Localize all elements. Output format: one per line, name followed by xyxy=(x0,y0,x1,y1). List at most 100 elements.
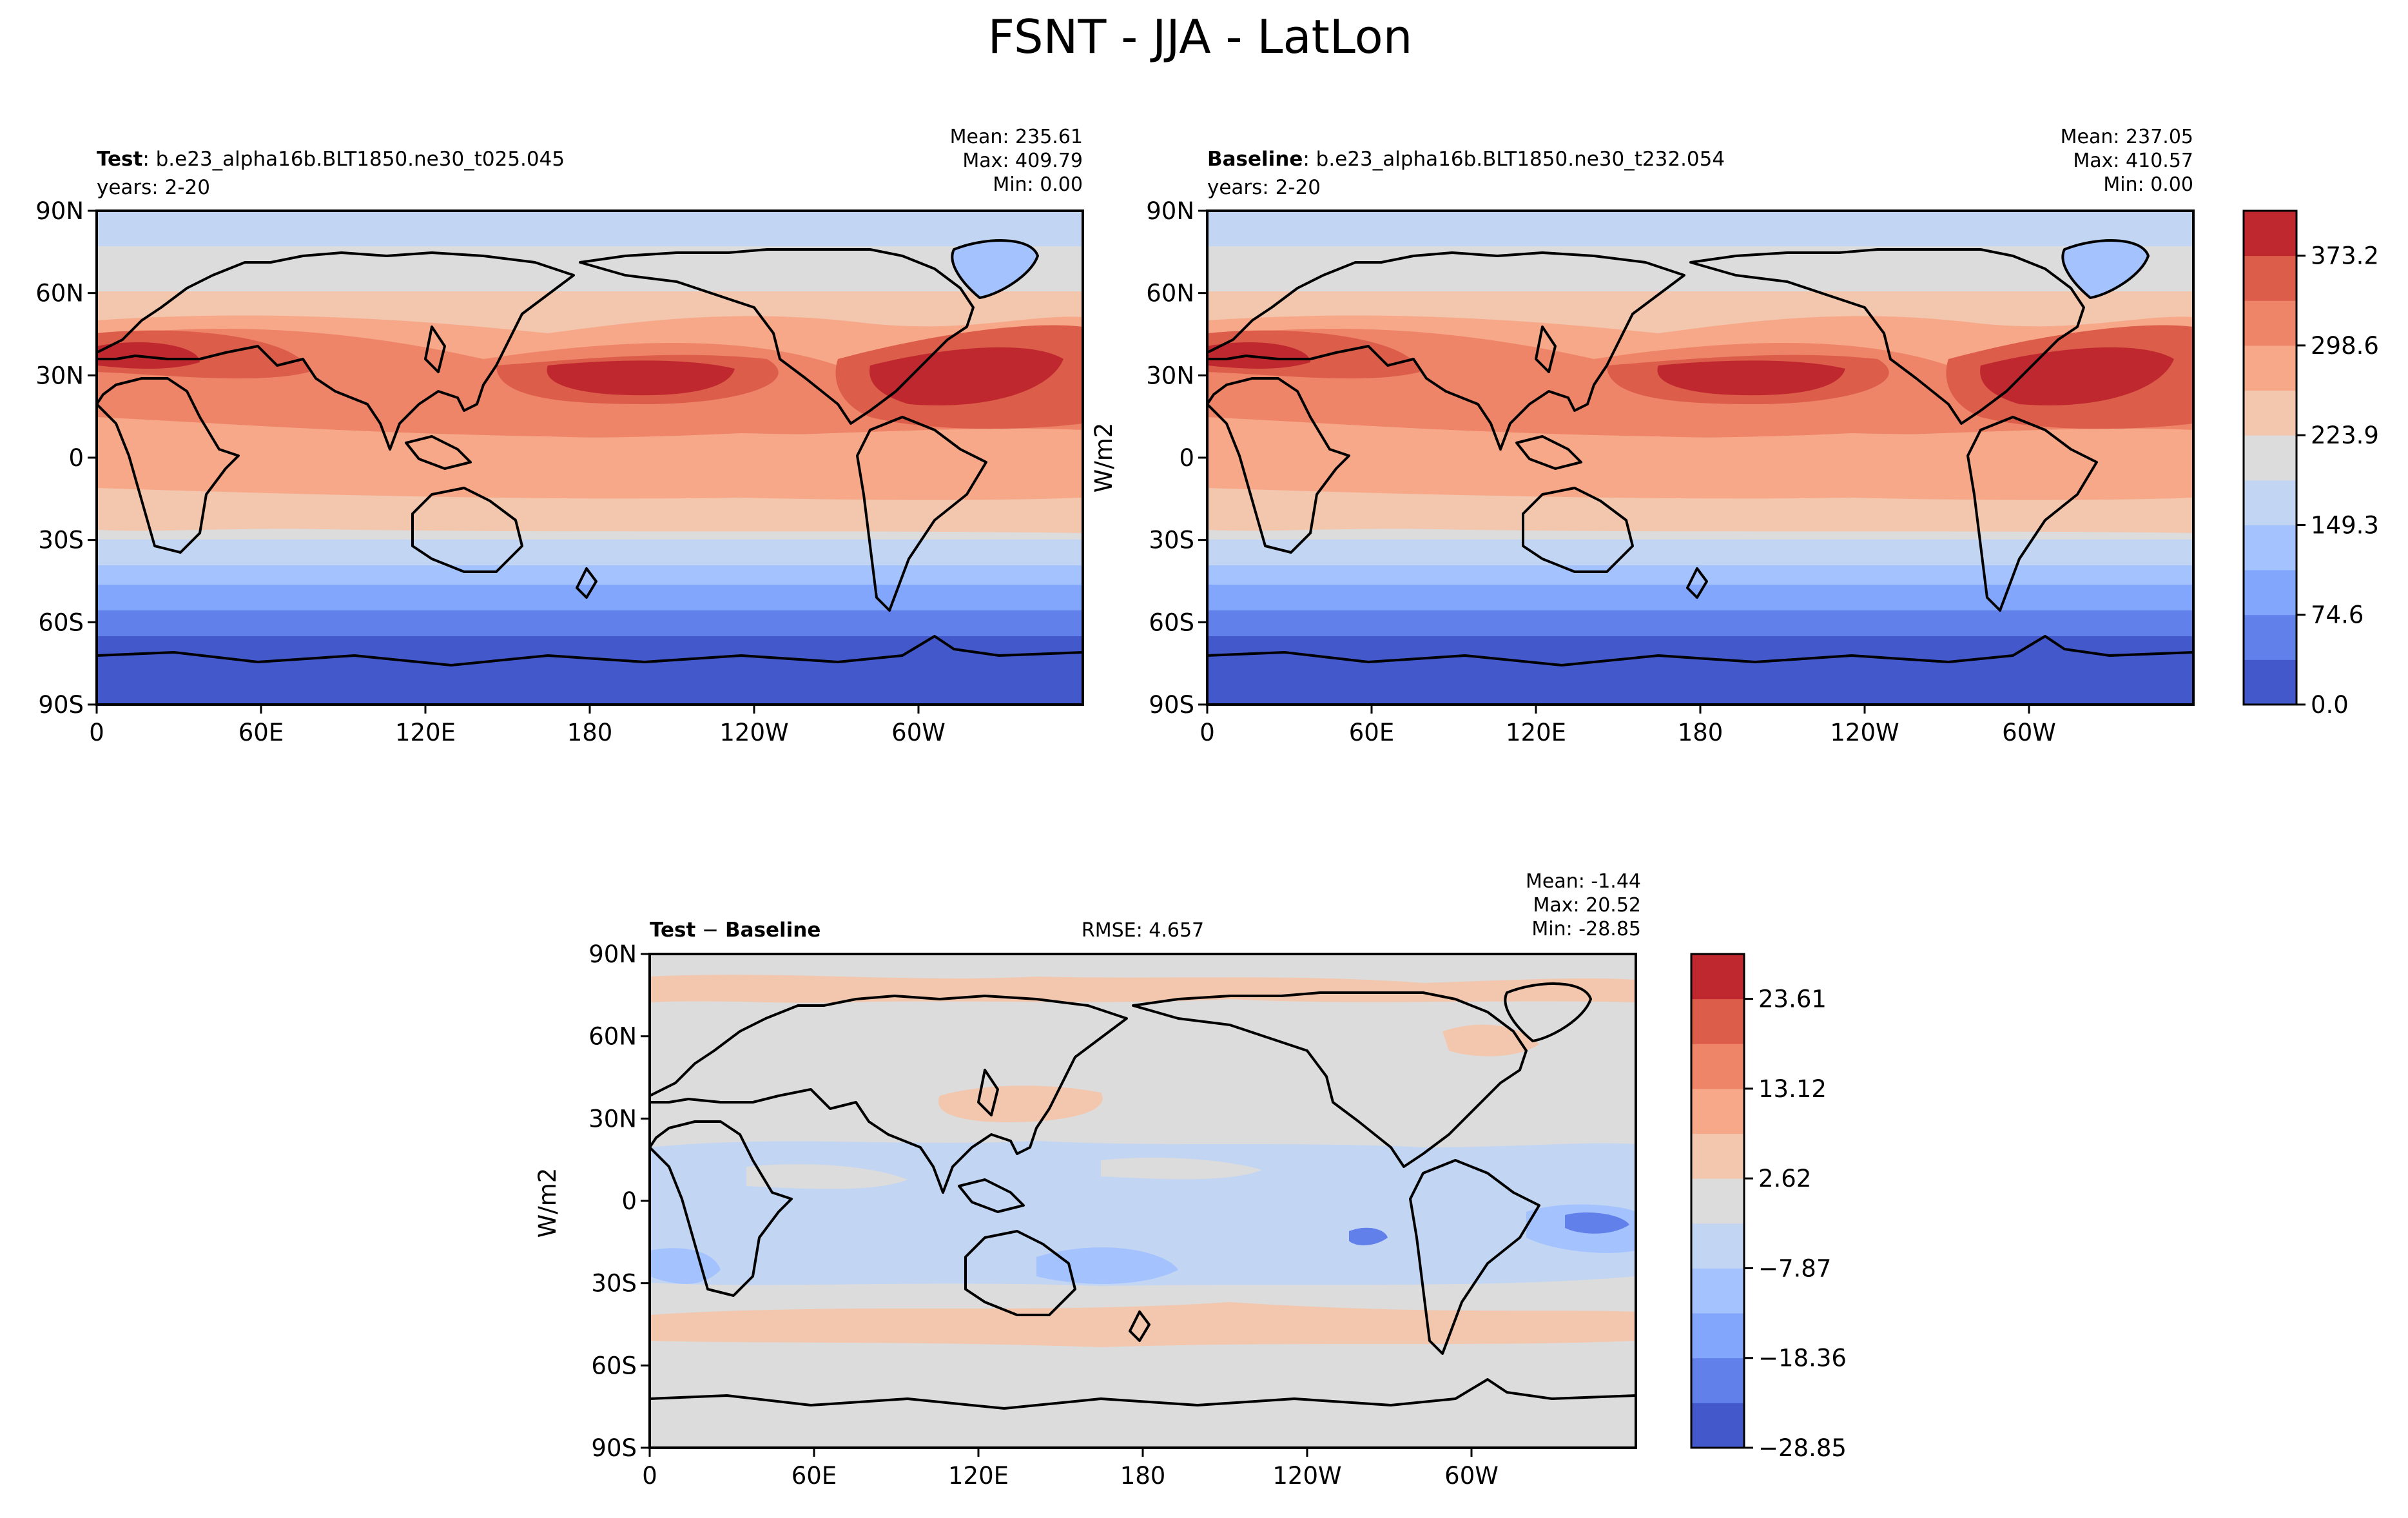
diff-colorbar-swatch xyxy=(1691,1357,1744,1403)
test-pacific-core xyxy=(547,360,735,396)
baseline-band-s50 xyxy=(1207,585,2193,610)
diff-label-baseline: Baseline xyxy=(725,919,820,942)
diff-coast-australia xyxy=(964,1230,1076,1316)
diff-coast-greenland xyxy=(1504,982,1592,1042)
main-colorbar-swatch xyxy=(2244,525,2296,570)
diff-label: Test − Baseline xyxy=(650,919,820,942)
diff-ylabel: W/m2 xyxy=(534,1168,561,1238)
test-coast-antarctica xyxy=(97,635,1083,667)
test-med-hot xyxy=(97,342,200,369)
diff-ytick-label: 60N xyxy=(588,1023,637,1051)
baseline-coast-eurasia xyxy=(1207,251,1685,451)
panel-diff: Test − Baseline RMSE: 4.657 Mean: -1.44 … xyxy=(534,870,1847,1490)
main-colorbar-label: 373.2 xyxy=(2311,242,2379,270)
test-band-eq xyxy=(97,430,1083,498)
main-colorbar-swatch xyxy=(2244,345,2296,391)
baseline-pacific-core xyxy=(1657,360,1845,396)
diff-xtick-label: 120E xyxy=(948,1462,1009,1490)
diff-gray-patch-b xyxy=(1101,1157,1262,1180)
baseline-atlantic-core xyxy=(1980,347,2174,405)
test-xtick-label: 0 xyxy=(89,719,104,746)
diff-x-axis: 0 60E 120E 180 120W 60W xyxy=(642,1448,1499,1490)
test-band-s15 xyxy=(97,488,1083,533)
test-band-arctic xyxy=(97,211,1083,246)
baseline-band-s15 xyxy=(1207,488,2193,533)
main-colorbar-label: 223.9 xyxy=(2311,422,2379,449)
baseline-med-hot xyxy=(1207,342,1310,369)
diff-max: Max: 20.52 xyxy=(1533,894,1641,917)
diff-ytick-label: 90S xyxy=(591,1434,637,1462)
diff-map: 0 60E 120E 180 120W 60W 90N 60N 30N 0 30S 60S 90S xyxy=(588,940,1637,1490)
diff-label-minus: − xyxy=(695,919,725,942)
baseline-ytick-label: 60S xyxy=(1149,608,1194,636)
panel-baseline: Baseline: b.e23_alpha16b.BLT1850.ne30_t2… xyxy=(1090,126,2379,746)
baseline-coastlines xyxy=(1207,239,2193,667)
test-xtick-label: 120W xyxy=(719,719,788,746)
main-colorbar-frame xyxy=(2242,209,2298,706)
test-y-axis: 90N 60N 30N 0 30S 60S 90S xyxy=(35,197,97,719)
diff-colorbar-label: −18.36 xyxy=(1758,1345,1847,1372)
diff-xtick-label: 120W xyxy=(1272,1462,1341,1490)
test-x-axis: 0 60E 120E 180 120W 60W xyxy=(89,705,946,746)
baseline-xtick-label: 180 xyxy=(1678,719,1723,746)
test-coast-newzealand xyxy=(576,567,597,599)
diff-y-axis: 90N 60N 30N 0 30S 60S 90S xyxy=(588,940,650,1462)
test-xtick-label: 60W xyxy=(891,719,946,746)
diff-colorbar-swatch xyxy=(1691,998,1744,1044)
test-ytick-label: 30N xyxy=(35,362,84,389)
baseline-band-arctic xyxy=(1207,211,2193,246)
baseline-ytick-label: 90N xyxy=(1146,197,1194,225)
baseline-years: years: 2-20 xyxy=(1207,176,1321,199)
baseline-band-antarctic xyxy=(1207,636,2193,705)
diff-coast-north-america xyxy=(1132,991,1528,1168)
diff-colorbar-swatch xyxy=(1691,1044,1744,1089)
diff-label-test: Test xyxy=(650,919,696,942)
baseline-xtick-label: 0 xyxy=(1199,719,1215,746)
baseline-ylabel: W/m2 xyxy=(1090,423,1118,493)
main-colorbar-swatch xyxy=(2244,255,2296,301)
test-ytick-label: 60S xyxy=(38,608,84,636)
diff-xtick-label: 60E xyxy=(791,1462,837,1490)
test-band-s45 xyxy=(97,565,1083,585)
test-coast-indonesia xyxy=(405,435,472,470)
baseline-coast-north-america xyxy=(1689,248,2085,425)
baseline-xtick-label: 60W xyxy=(2002,719,2056,746)
diff-min: Min: -28.85 xyxy=(1531,918,1641,940)
baseline-label: Baseline: b.e23_alpha16b.BLT1850.ne30_t2… xyxy=(1207,148,1725,171)
colorbar-diff: −28.85 −18.36 −7.87 2.62 13.12 23.61 xyxy=(1690,953,1847,1462)
baseline-map: 0 60E 120E 180 120W 60W 90N 60N 30N 0 30S 60S 90S xyxy=(1146,197,2195,746)
test-min: Min: 0.00 xyxy=(993,173,1083,196)
diff-coast-indonesia xyxy=(958,1178,1025,1213)
diff-ytick-label: 0 xyxy=(621,1187,637,1215)
diff-xtick-label: 60W xyxy=(1444,1462,1499,1490)
test-greenland xyxy=(952,240,1038,298)
test-label-bold: Test xyxy=(97,148,143,171)
baseline-coast-japan xyxy=(1535,326,1557,373)
test-band-s55 xyxy=(97,610,1083,636)
baseline-mean: Mean: 237.05 xyxy=(2061,126,2193,148)
panel-test: Test: b.e23_alpha16b.BLT1850.ne30_t025.0… xyxy=(35,126,1084,746)
test-band-subarctic xyxy=(97,246,1083,291)
test-coast-australia xyxy=(411,487,523,573)
baseline-coast-newzealand xyxy=(1686,567,1708,599)
diff-band-s50-warm xyxy=(650,1302,1636,1347)
baseline-ytick-label: 0 xyxy=(1179,444,1194,472)
diff-colorbar-swatch xyxy=(1691,1403,1744,1448)
test-ytick-label: 60N xyxy=(35,280,84,307)
main-colorbar-label: 298.6 xyxy=(2311,332,2379,360)
diff-colorbar-frame xyxy=(1690,953,1745,1449)
diff-gray-patch-a xyxy=(746,1164,908,1189)
test-coast-north-america xyxy=(579,248,975,425)
baseline-band-s55 xyxy=(1207,610,2193,636)
test-ytick-label: 90S xyxy=(38,691,84,719)
diff-colorbar-swatch xyxy=(1691,1313,1744,1359)
diff-satl-core xyxy=(1565,1212,1629,1234)
main-colorbar-swatch xyxy=(2244,480,2296,525)
diff-ytick-label: 90N xyxy=(588,940,637,968)
test-ytick-label: 30S xyxy=(38,527,84,554)
test-coast-greenland xyxy=(951,239,1039,299)
diff-xtick-label: 0 xyxy=(642,1462,657,1490)
diff-xtick-label: 180 xyxy=(1120,1462,1166,1490)
baseline-ytick-label: 90S xyxy=(1149,691,1194,719)
